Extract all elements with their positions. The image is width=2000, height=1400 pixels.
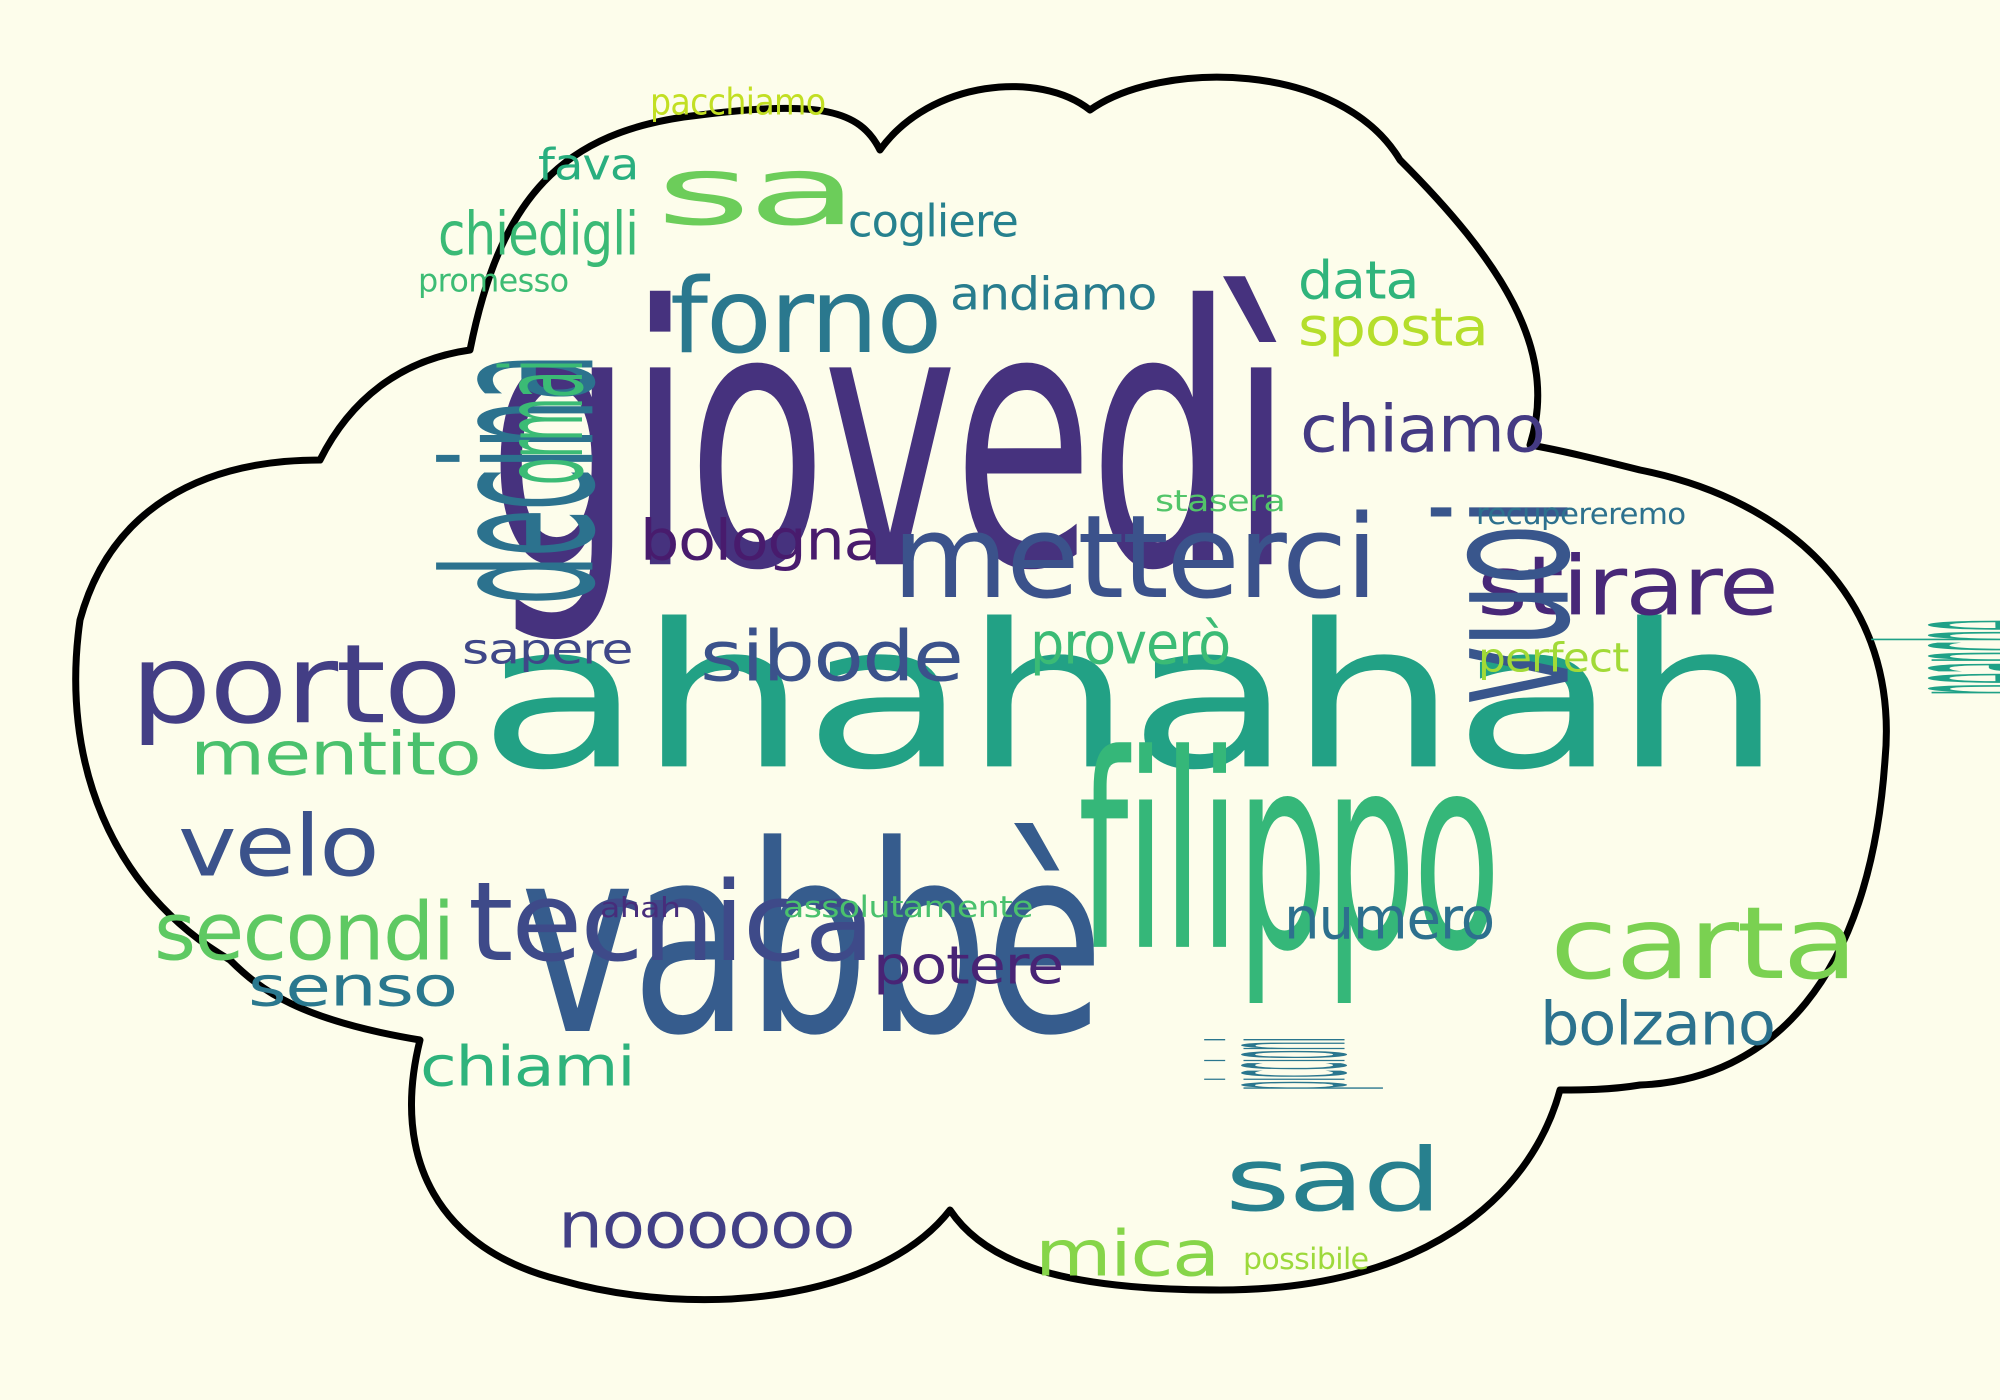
word-sad: sad (1225, 1128, 1442, 1232)
word-numero: numero (1284, 884, 1495, 953)
word-tecnica: tecnica (468, 858, 875, 987)
word-vabbe: vabbè (520, 790, 1104, 1094)
word-piccioni: piccioni (1174, 1037, 1389, 1090)
word-forno: forno (670, 256, 942, 378)
word-noooooo: noooooo (558, 1189, 856, 1264)
word-filippo: filippo (1078, 697, 1501, 1012)
word-data: data (1298, 249, 1419, 312)
word-ormai: ormai (478, 360, 610, 485)
word-recupereremo: recupereremo (1476, 496, 1686, 532)
word-stirare: stirare (1477, 539, 1779, 635)
word-promesso: promesso (418, 262, 569, 301)
word-fava: fava (538, 138, 639, 191)
word-stasera: stasera (1155, 483, 1286, 519)
word-carta: carta (1550, 886, 1858, 1003)
word-possibile: possibile (1243, 1241, 1369, 1277)
cloud-shape (72, 73, 1890, 1304)
word-sa: sa (656, 136, 859, 248)
word-sapere: sapere (462, 625, 634, 675)
word-senso: senso (248, 955, 458, 1020)
word-pacchiamo: pacchiamo (650, 81, 826, 125)
word-sposta: sposta (1298, 296, 1489, 359)
word-cogliere: cogliere (848, 195, 1019, 249)
word-sibode: sibode (700, 615, 964, 698)
word-andiamo: andiamo (950, 267, 1157, 322)
word-assolutamente: assolutamente (783, 889, 1034, 925)
word-provero: proverò (1030, 609, 1231, 678)
word-porto: porto (130, 620, 462, 749)
word-mica: mica (1035, 1217, 1220, 1292)
word-neanche: neanche (1823, 620, 2000, 695)
word-potere: potere (873, 934, 1064, 997)
word-bolzano: bolzano (1540, 989, 1776, 1060)
word-chiedigli: chiedigli (438, 199, 639, 270)
word-mentito: mentito (190, 719, 482, 790)
word-chiamo: chiamo (1300, 391, 1546, 468)
word-velo: velo (178, 797, 380, 897)
word-ahahahah: ahahahah (478, 581, 1783, 814)
word-perfect: perfect (1478, 634, 1629, 682)
word-chiami: chiami (420, 1035, 636, 1100)
word-ahah: ahah (600, 891, 681, 925)
word-bologna: bologna (640, 507, 882, 574)
word-giovedi: giovedì (488, 230, 1293, 650)
word-metterci: metterci (892, 490, 1378, 625)
word-secondi: secondi (154, 884, 455, 979)
